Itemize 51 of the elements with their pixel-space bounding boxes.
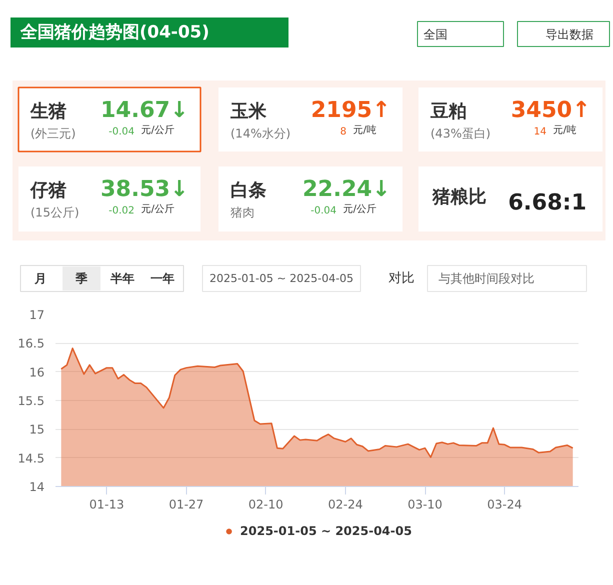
text: 22.24↓ bbox=[302, 177, 391, 202]
text: 元/吨 bbox=[553, 124, 577, 136]
text: 一年 bbox=[150, 272, 174, 286]
y-tick-label: 16 bbox=[29, 365, 45, 380]
text: -0.02 bbox=[108, 206, 134, 216]
text: 14.67↓ bbox=[100, 98, 189, 123]
text: 仔猪 bbox=[30, 180, 66, 201]
text: 全国 bbox=[424, 28, 448, 42]
text: (14%水分) bbox=[230, 126, 291, 140]
text: 8 bbox=[340, 126, 347, 138]
y-tick-label: 15.5 bbox=[18, 394, 44, 408]
text: 元/公斤 bbox=[343, 203, 377, 215]
text: 生猪 bbox=[30, 101, 66, 122]
text: (43%蛋白) bbox=[430, 126, 491, 140]
text: (15公斤) bbox=[30, 206, 80, 220]
text: 豆粕 bbox=[430, 101, 466, 122]
x-tick-label: 01-27 bbox=[168, 498, 204, 512]
y-tick-label: 15 bbox=[29, 422, 45, 437]
y-tick-label: 16.5 bbox=[18, 336, 44, 351]
text: 14 bbox=[534, 126, 547, 138]
text: 玉米 bbox=[230, 101, 268, 122]
x-tick-label: 03-24 bbox=[487, 498, 522, 512]
text: 半年 bbox=[110, 272, 134, 286]
text: 3450↑ bbox=[510, 98, 591, 123]
x-tick-label: 02-10 bbox=[248, 498, 284, 512]
text: (外三元) bbox=[30, 126, 76, 140]
text: 6.68:1 bbox=[508, 190, 587, 216]
text: 白条 bbox=[230, 180, 266, 201]
text: 2195↑ bbox=[310, 98, 391, 123]
text: 元/吨 bbox=[353, 124, 377, 136]
text: 2025-01-05 ~ 2025-04-05 bbox=[209, 272, 354, 285]
text: -0.04 bbox=[108, 126, 134, 138]
text: 元/公斤 bbox=[141, 203, 175, 215]
text: 导出数据 bbox=[546, 28, 594, 42]
text: 对比 bbox=[388, 271, 414, 286]
y-tick-label: 14 bbox=[29, 480, 45, 494]
text: 38.53↓ bbox=[100, 177, 189, 202]
text: 与其他时间段对比 bbox=[438, 272, 534, 286]
text: -0.04 bbox=[310, 206, 336, 216]
text: 元/公斤 bbox=[141, 124, 175, 136]
text: 月 bbox=[34, 272, 46, 286]
text: 猪肉 bbox=[230, 206, 254, 220]
legend-label: 2025-01-05 ~ 2025-04-05 bbox=[240, 524, 412, 538]
x-tick-label: 02-24 bbox=[328, 498, 363, 512]
x-tick-label: 01-13 bbox=[89, 498, 124, 512]
text: 全国猪价趋势图(04-05) bbox=[20, 22, 210, 42]
text: 猪粮比 bbox=[432, 186, 486, 208]
y-tick-label: 17 bbox=[29, 308, 45, 322]
x-tick-label: 03-10 bbox=[408, 498, 442, 512]
y-tick-label: 14.5 bbox=[18, 451, 44, 466]
text: 季 bbox=[74, 272, 88, 286]
